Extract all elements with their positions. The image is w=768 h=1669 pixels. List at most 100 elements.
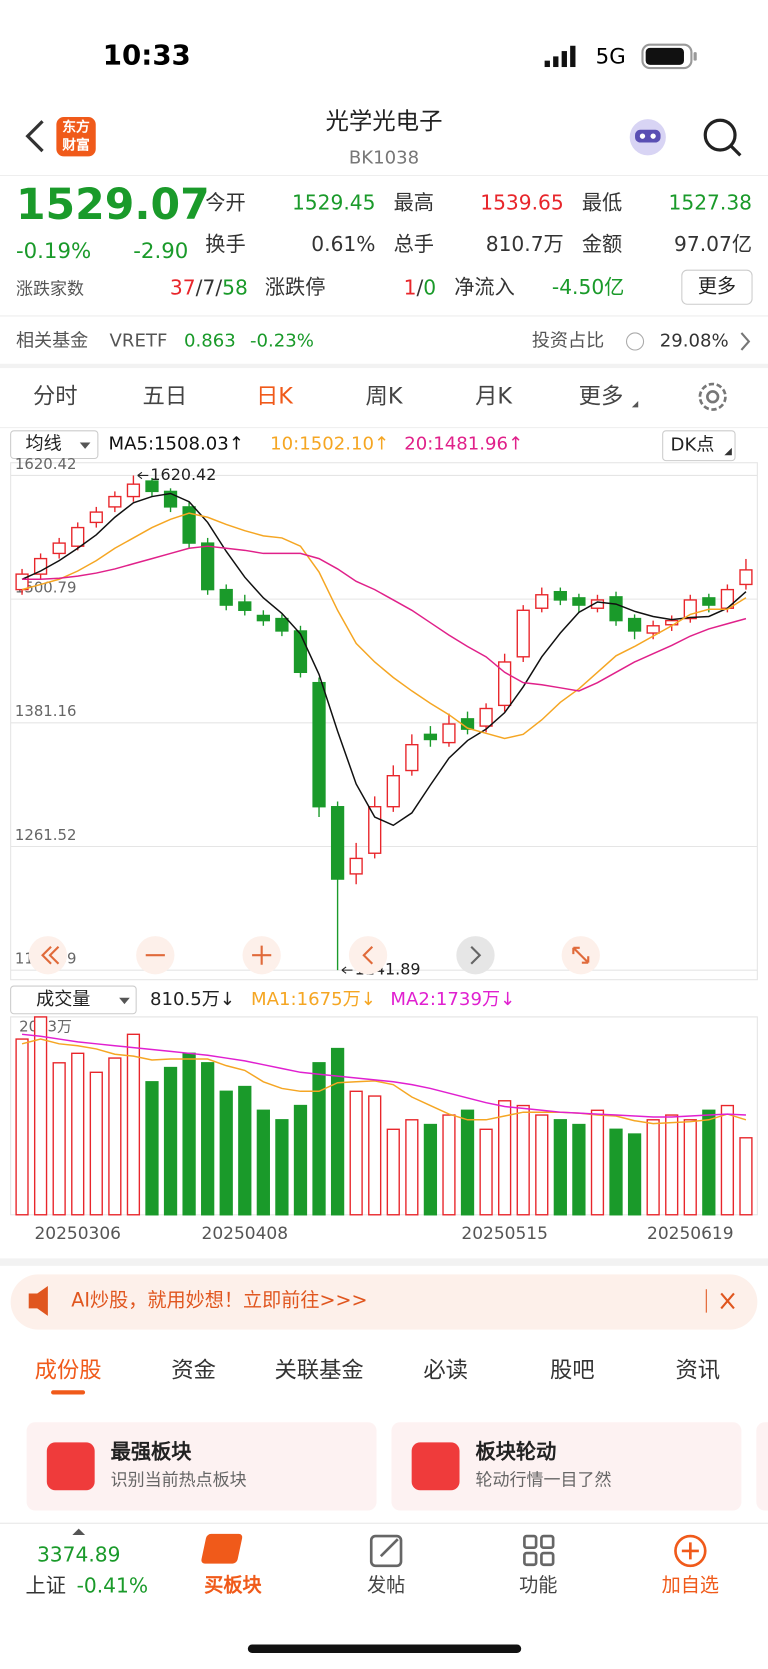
field-value: 1527.38 (668, 191, 752, 215)
y-tick-label: 1500.79 (15, 578, 77, 596)
index-name[interactable]: 上证 (26, 1574, 66, 1598)
subtab[interactable]: 成份股 (35, 1358, 102, 1384)
card-subtitle[interactable]: 轮动行情一目了然 (475, 1471, 611, 1491)
candle-body (423, 733, 438, 741)
feature-card[interactable] (26, 1422, 377, 1511)
nav-icons (201, 1533, 707, 1568)
candle-body (349, 857, 363, 875)
back-button[interactable] (25, 120, 44, 153)
ma-line (21, 512, 747, 740)
volume-label[interactable]: 成交量 (36, 989, 90, 1010)
dropdown-arrow (79, 442, 91, 449)
nav-item[interactable]: 买板块 (204, 1574, 262, 1597)
y-tick-label: 1381.16 (15, 702, 77, 720)
feature-card[interactable] (756, 1422, 768, 1511)
more-button-label[interactable]: 更多 (698, 275, 736, 298)
fund-label: 相关基金 (16, 330, 88, 351)
card-title[interactable]: 最强板块 (111, 1440, 193, 1464)
subtab[interactable]: 资金 (171, 1358, 216, 1384)
candle-body (182, 506, 196, 544)
separator: / (215, 275, 222, 299)
feature-card[interactable] (391, 1422, 742, 1511)
nav-item[interactable]: 发帖 (367, 1574, 405, 1597)
volume-bar (238, 1085, 252, 1216)
banner-text[interactable]: AI炒股，就用妙想！立即前往>>> (71, 1288, 367, 1311)
dk-label[interactable]: DK点 (671, 435, 715, 456)
dropdown-arrow (119, 997, 130, 1005)
dk-button[interactable] (662, 430, 736, 462)
breadth-up: 37 (170, 275, 196, 299)
index-value[interactable]: 3374.89 (37, 1543, 121, 1567)
nav-item[interactable]: 功能 (519, 1574, 557, 1597)
tab[interactable]: 分时 (33, 383, 78, 409)
candle-body (33, 557, 48, 575)
x-tick-label: 20250408 (202, 1224, 289, 1244)
nav-item[interactable]: 加自选 (662, 1574, 719, 1597)
volume-bar (460, 1109, 475, 1216)
field-label: 金额 (582, 232, 622, 256)
volume-select[interactable] (10, 985, 137, 1015)
limit-value: 1/0 (404, 275, 437, 299)
field-label: 总手 (394, 232, 434, 256)
tab[interactable]: 更多 (579, 383, 624, 409)
candle-body (126, 483, 141, 498)
more-button[interactable] (681, 269, 753, 305)
plot-frame (10, 462, 758, 981)
indicator-label[interactable]: 均线 (26, 434, 62, 455)
volume-bar (33, 1016, 48, 1216)
status-network: 5G (596, 44, 626, 69)
subtab-underline (51, 1390, 86, 1395)
ai-banner[interactable] (10, 1274, 758, 1330)
max-label: 1620.42 (150, 465, 216, 484)
inflow-value: -4.50亿 (552, 275, 624, 299)
volume-bar (219, 1090, 233, 1216)
candle-body (15, 573, 29, 591)
subtab[interactable]: 关联基金 (274, 1358, 363, 1384)
search-icon[interactable] (703, 118, 742, 157)
card-subtitle[interactable]: 识别当前热点板块 (111, 1471, 247, 1491)
close-button[interactable] (720, 1292, 735, 1310)
subtab[interactable]: 资讯 (675, 1358, 720, 1384)
tab[interactable]: 周K (366, 383, 404, 409)
candle-body (108, 495, 122, 508)
indicator-select[interactable] (10, 430, 99, 460)
candle-body (590, 599, 605, 609)
tab[interactable]: 日K (256, 383, 294, 409)
legend-entry: MA5:1508.03↑ (108, 434, 243, 455)
card-icon (411, 1442, 460, 1491)
index-change[interactable]: -0.41% (77, 1574, 148, 1598)
volume-bar (71, 1052, 85, 1216)
fund-name: VRETF (110, 330, 168, 351)
volume-bar (145, 1081, 159, 1216)
card-title[interactable]: 板块轮动 (475, 1440, 556, 1464)
candle-body (498, 661, 512, 707)
tab[interactable]: 月K (475, 383, 513, 409)
subtab[interactable]: 必读 (423, 1358, 468, 1384)
band (0, 363, 768, 369)
volume-bar (312, 1062, 326, 1216)
breadth-label: 涨跌家数 (16, 279, 84, 299)
tab[interactable]: 五日 (143, 383, 188, 409)
candle-body (256, 614, 270, 622)
candle-body (201, 542, 215, 591)
limit-down: 0 (423, 275, 436, 299)
robot-icon[interactable] (629, 119, 666, 156)
subtab[interactable]: 股吧 (550, 1358, 595, 1384)
band (0, 1258, 768, 1266)
separator: / (196, 275, 203, 299)
candle-body (219, 588, 233, 606)
logo-text: 东方 (62, 119, 90, 136)
chevron[interactable] (740, 332, 751, 351)
volume-bar (479, 1128, 493, 1216)
ratio-value: 29.08% (660, 330, 729, 351)
settings-icon[interactable] (698, 382, 727, 411)
annotation-arrow (137, 471, 149, 480)
x-tick-label: 20250515 (461, 1224, 548, 1244)
dropdown-arrow (631, 401, 639, 408)
field-label: 最低 (582, 191, 622, 215)
volume-bar (256, 1109, 270, 1216)
help-icon[interactable] (625, 332, 645, 351)
candle-body (275, 617, 289, 632)
